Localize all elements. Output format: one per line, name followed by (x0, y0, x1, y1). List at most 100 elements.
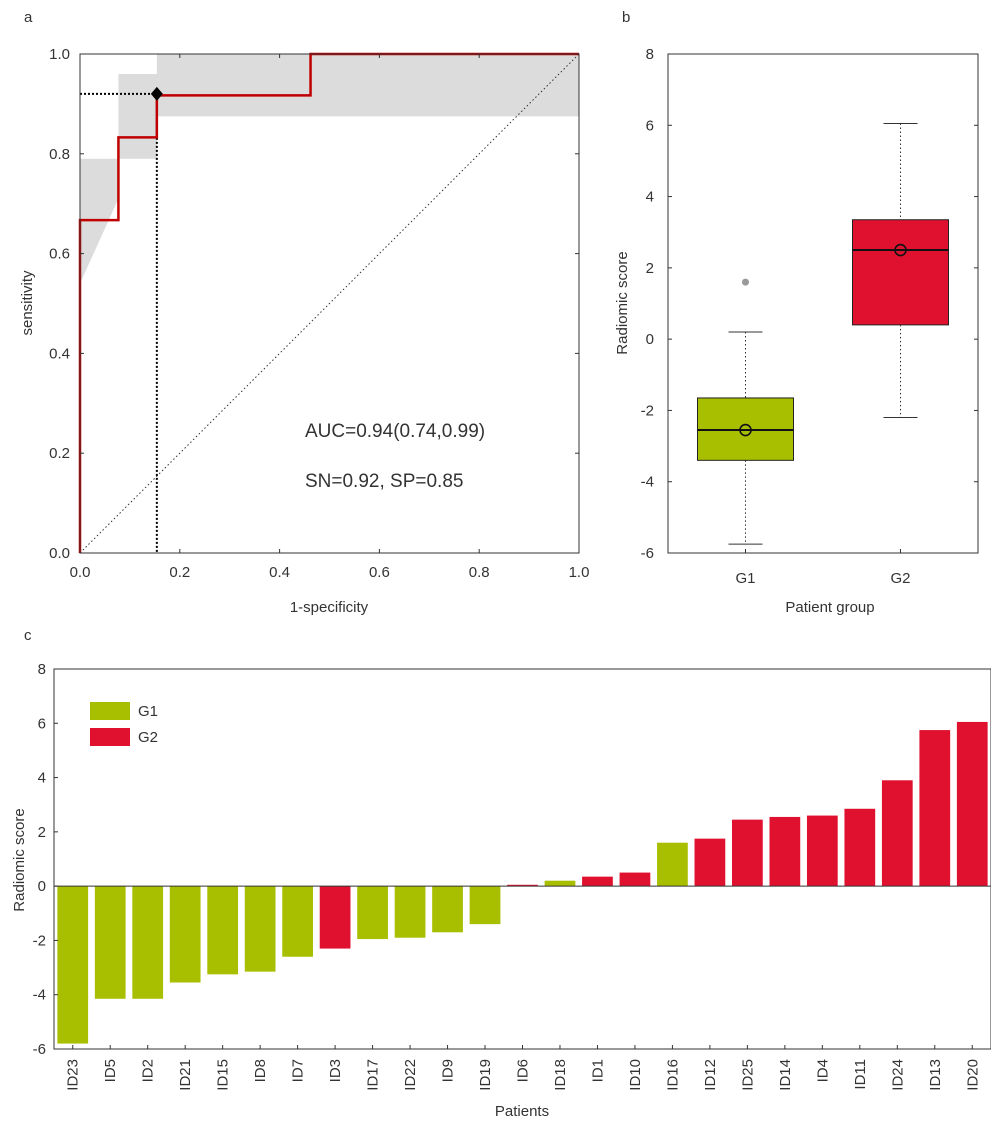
roc-panel: 0.0 0.2 0.4 0.6 0.8 1.0 0.0 0.2 0.4 0.6 0.8 1.0 AU… (19, 46, 589, 616)
waterfall-x-tick-label: ID25 (739, 1059, 756, 1091)
boxplot-y-tick-label: 8 (646, 46, 654, 63)
waterfall-x-tick-label: ID10 (627, 1059, 644, 1091)
roc-sn-sp-annotation: SN=0.92, SP=0.85 (305, 471, 463, 492)
bar-id12 (694, 838, 726, 887)
bar-id10 (619, 872, 651, 887)
waterfall-x-tick-label: ID18 (552, 1059, 569, 1091)
bar-id5 (94, 886, 126, 999)
roc-x-tick-label: 0.2 (169, 564, 190, 581)
waterfall-y-tick-label: 2 (38, 824, 46, 841)
waterfall-x-tick-label: ID17 (365, 1059, 382, 1091)
legend-label-g1: G1 (138, 703, 158, 720)
roc-y-tick-label: 0.4 (49, 345, 70, 362)
outlier-point-g1 (742, 278, 749, 286)
waterfall-x-tick-label: ID1 (589, 1059, 606, 1082)
roc-y-axis-label: sensitivity (19, 270, 36, 336)
boxplot-y-tick-label: 4 (646, 189, 654, 206)
waterfall-y-tick-label: -6 (33, 1041, 46, 1058)
operating-point-guides (80, 92, 158, 553)
bar-id17 (357, 886, 388, 940)
boxplot-y-tick-label: 6 (646, 117, 654, 134)
waterfall-y-ticks: -6 -4 -2 0 2 4 6 8 (33, 661, 58, 1058)
boxplot-y-ticks: -6 -4 -2 0 2 4 6 8 (641, 46, 978, 562)
legend-label-g2: G2 (138, 729, 158, 746)
boxplot-y-tick-label: 2 (646, 260, 654, 277)
boxplot-groups (697, 123, 949, 545)
boxplot-y-tick-label: -6 (641, 545, 654, 562)
waterfall-x-tick-label: ID24 (889, 1059, 906, 1091)
roc-plot-frame (79, 53, 580, 554)
waterfall-y-tick-label: -2 (33, 932, 46, 949)
bar-id23 (57, 886, 89, 1044)
bar-id11 (844, 808, 876, 887)
roc-y-tick-label: 0.0 (49, 545, 70, 562)
roc-y-ticks: 0.0 0.2 0.4 0.6 0.8 1.0 (49, 46, 579, 562)
waterfall-x-tick-label: ID21 (177, 1059, 194, 1091)
waterfall-x-ticks: ID23 ID5 ID2 ID21 ID15 ID8 ID7 ID3 ID17 ID22 ID9 ID… (65, 1045, 981, 1091)
roc-x-tick-label: 0.4 (269, 564, 290, 581)
waterfall-bars (57, 721, 988, 1044)
roc-ci-band (80, 54, 579, 553)
waterfall-x-tick-label: ID3 (327, 1059, 344, 1082)
waterfall-x-tick-label: ID11 (852, 1059, 869, 1090)
bar-id16 (657, 842, 688, 887)
bar-id15 (207, 886, 239, 975)
bar-id21 (169, 886, 201, 983)
waterfall-x-tick-label: ID5 (102, 1059, 119, 1082)
bar-id3 (319, 886, 351, 949)
waterfall-x-tick-label: ID16 (664, 1059, 681, 1091)
roc-x-tick-label: 1.0 (569, 564, 590, 581)
legend-swatch-g1 (90, 702, 130, 720)
boxplot-x-tick-label: G2 (890, 570, 910, 587)
roc-x-tick-label: 0.6 (369, 564, 390, 581)
roc-y-tick-label: 0.6 (49, 246, 70, 263)
bar-id7 (282, 886, 313, 957)
mean-marker-g1 (739, 423, 752, 437)
roc-x-ticks: 0.0 0.2 0.4 0.6 0.8 1.0 (70, 54, 590, 581)
panel-label-b: b (622, 9, 630, 26)
boxplot-plot-frame (667, 53, 979, 554)
legend-swatch-g2 (90, 728, 130, 746)
bar-id8 (244, 886, 276, 972)
bar-id22 (394, 886, 426, 938)
roc-y-tick-label: 0.8 (49, 146, 70, 163)
ci-band-shape (80, 54, 579, 553)
roc-auc-annotation: AUC=0.94(0.74,0.99) (305, 421, 485, 442)
boxplot-y-axis-label: Radiomic score (614, 251, 631, 354)
waterfall-y-axis-label: Radiomic score (11, 808, 28, 911)
bar-id13 (919, 730, 951, 887)
waterfall-legend: G1 G2 (90, 702, 158, 746)
boxplot-y-tick-label: -4 (641, 474, 654, 491)
roc-x-tick-label: 0.0 (70, 564, 91, 581)
operating-point-marker (150, 86, 163, 101)
waterfall-y-tick-label: 8 (38, 661, 46, 678)
bar-id24 (881, 780, 913, 887)
waterfall-x-tick-label: ID19 (477, 1059, 494, 1091)
panel-label-a: a (24, 9, 33, 26)
waterfall-x-tick-label: ID4 (814, 1059, 831, 1082)
waterfall-x-tick-label: ID7 (290, 1059, 307, 1082)
waterfall-x-tick-label: ID6 (515, 1059, 532, 1082)
waterfall-x-tick-label: ID14 (777, 1059, 794, 1091)
bar-id18 (544, 880, 576, 887)
bar-id6 (507, 884, 538, 887)
bar-id14 (769, 816, 801, 887)
waterfall-y-tick-label: 4 (38, 770, 46, 787)
waterfall-x-tick-label: ID22 (402, 1059, 419, 1091)
waterfall-x-tick-label: ID12 (702, 1059, 719, 1091)
box-g2 (852, 219, 949, 326)
roc-y-tick-label: 1.0 (49, 46, 70, 63)
boxplot-x-tick-label: G1 (735, 570, 755, 587)
bar-id9 (432, 886, 463, 933)
roc-x-axis-label: 1-specificity (290, 599, 369, 616)
waterfall-x-tick-label: ID15 (215, 1059, 232, 1091)
waterfall-x-tick-label: ID13 (927, 1059, 944, 1091)
boxplot-y-tick-label: -2 (641, 402, 654, 419)
bar-id19 (469, 886, 501, 925)
waterfall-x-axis-label: Patients (495, 1103, 549, 1120)
waterfall-x-tick-label: ID23 (65, 1059, 82, 1091)
waterfall-y-tick-label: -4 (33, 987, 46, 1004)
waterfall-x-tick-label: ID2 (140, 1059, 157, 1082)
waterfall-x-tick-label: ID8 (252, 1059, 269, 1082)
roc-x-tick-label: 0.8 (469, 564, 490, 581)
